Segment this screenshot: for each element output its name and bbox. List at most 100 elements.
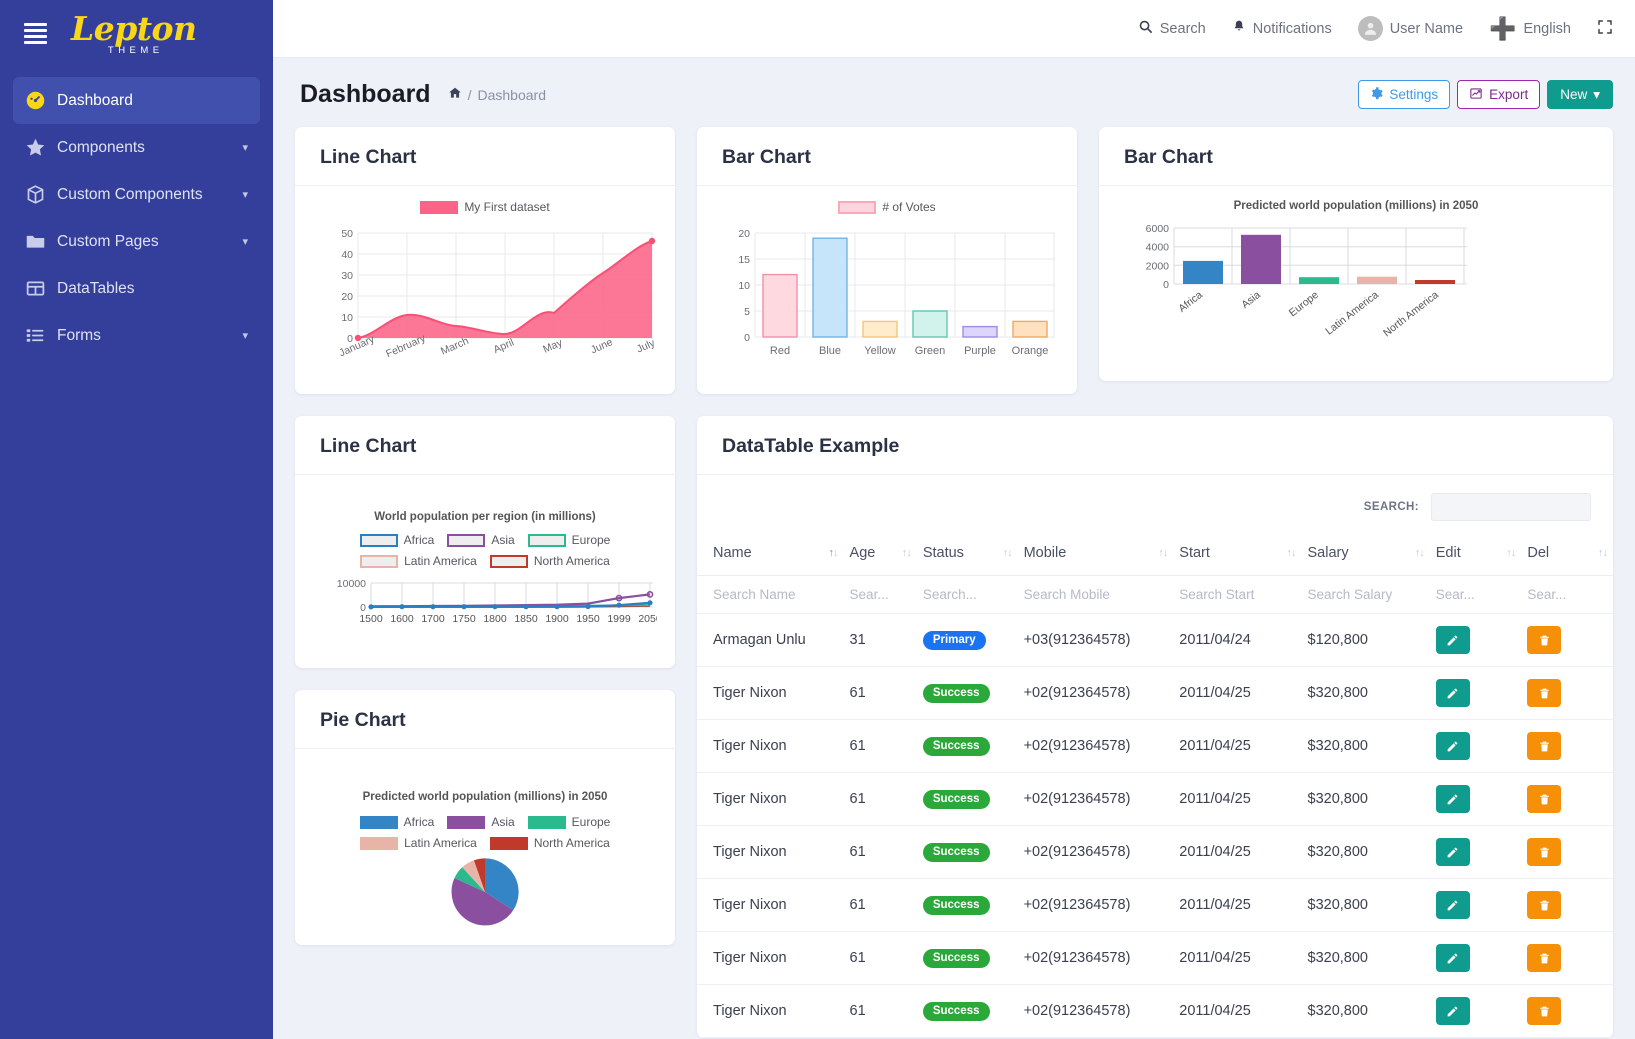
brand-name: Lepton — [71, 8, 197, 48]
sort-icon[interactable]: ↑↓ — [1002, 547, 1013, 559]
legend-item[interactable]: Europe — [527, 815, 611, 829]
filter-mobile[interactable]: Search Mobile — [1017, 575, 1174, 614]
settings-button[interactable]: Settings — [1358, 80, 1451, 109]
sort-icon[interactable]: ↑↓ — [828, 547, 839, 559]
col-header-salary[interactable]: Salary ↑↓ — [1301, 535, 1430, 576]
new-button[interactable]: New ▾ — [1547, 80, 1613, 109]
sort-icon[interactable]: ↑↓ — [1506, 547, 1516, 559]
legend-item[interactable]: Asia — [447, 815, 515, 829]
svg-text:Blue: Blue — [819, 345, 841, 357]
col-header-age[interactable]: Age ↑↓ — [843, 535, 917, 576]
svg-text:1950: 1950 — [576, 613, 600, 625]
legend-item[interactable]: Asia — [447, 533, 515, 547]
area-fill — [358, 241, 652, 338]
sidebar-item-custom-components[interactable]: Custom Components ▾ — [13, 171, 260, 218]
sidebar-item-dashboard[interactable]: Dashboard — [13, 77, 260, 124]
svg-text:0: 0 — [744, 332, 750, 344]
svg-text:Green: Green — [915, 345, 946, 357]
sidebar-header: Lepton THEME — [0, 0, 273, 67]
legend-item[interactable]: North America — [489, 554, 610, 568]
card-body: Predicted world population (millions) in… — [295, 749, 675, 945]
legend-item[interactable]: Africa — [359, 533, 435, 547]
home-icon[interactable] — [448, 86, 462, 103]
hamburger-menu-icon[interactable] — [24, 23, 47, 44]
delete-button[interactable] — [1527, 732, 1562, 760]
legend-item[interactable]: My First dataset — [420, 200, 550, 214]
datatable-search-input[interactable] — [1431, 493, 1591, 521]
card-body: Predicted world population (millions) in… — [1099, 186, 1613, 381]
delete-button[interactable] — [1527, 679, 1562, 707]
delete-button[interactable] — [1527, 785, 1562, 813]
brand-logo[interactable]: Lepton THEME — [71, 12, 197, 56]
topbar-notifications[interactable]: Notifications — [1232, 19, 1332, 38]
legend-item[interactable]: Latin America — [360, 554, 477, 568]
svg-text:0: 0 — [347, 333, 353, 345]
svg-text:15: 15 — [738, 254, 750, 266]
topbar-search[interactable]: Search — [1138, 19, 1206, 38]
delete-button[interactable] — [1527, 626, 1562, 654]
filter-start[interactable]: Search Start — [1173, 575, 1302, 614]
sidebar-item-custom-pages[interactable]: Custom Pages ▾ — [13, 218, 260, 265]
card-body: # of Votes — [697, 186, 1077, 394]
card-title: Pie Chart — [295, 690, 675, 749]
edit-button[interactable] — [1435, 997, 1470, 1025]
legend-item[interactable]: Europe — [527, 533, 610, 547]
delete-button[interactable] — [1527, 891, 1562, 919]
legend-label: Latin America — [404, 554, 477, 568]
filter-edit[interactable]: Sear... — [1429, 575, 1522, 614]
sort-icon[interactable]: ↑↓ — [901, 547, 912, 559]
legend-label: Asia — [491, 815, 515, 829]
col-header-name[interactable]: Name ↑↓ — [697, 535, 844, 576]
edit-button[interactable] — [1435, 944, 1470, 972]
cell-start: 2011/04/25 — [1173, 772, 1302, 826]
sidebar-item-label: Forms — [57, 326, 101, 344]
legend-item[interactable]: Latin America — [360, 836, 477, 850]
edit-button[interactable] — [1435, 626, 1470, 654]
sidebar-item-datatables[interactable]: DataTables — [13, 265, 260, 312]
col-header-edit[interactable]: Edit ↑↓ — [1429, 535, 1522, 576]
pie-slice — [485, 858, 519, 911]
sidebar-item-components[interactable]: Components ▾ — [13, 124, 260, 171]
delete-button[interactable] — [1527, 838, 1562, 866]
cell-age: 61 — [843, 984, 917, 1038]
filter-age[interactable]: Sear... — [843, 575, 917, 614]
sort-icon[interactable]: ↑↓ — [1286, 547, 1297, 559]
col-header-start[interactable]: Start ↑↓ — [1173, 535, 1302, 576]
fullscreen-toggle[interactable] — [1597, 19, 1613, 39]
filter-status[interactable]: Search... — [916, 575, 1018, 614]
legend-label: Africa — [403, 533, 435, 547]
delete-button[interactable] — [1527, 997, 1562, 1025]
legend-item[interactable]: North America — [489, 836, 610, 850]
sort-icon[interactable]: ↑↓ — [1598, 547, 1608, 559]
sidebar-item-forms[interactable]: Forms ▾ — [13, 312, 260, 359]
topbar-language[interactable]: ➕ English — [1489, 17, 1571, 39]
legend-label: Europe — [571, 815, 611, 829]
legend-swatch — [527, 533, 566, 547]
filter-name[interactable]: Search Name — [697, 575, 844, 614]
edit-button[interactable] — [1435, 891, 1470, 919]
pie-slice — [473, 858, 485, 892]
sort-icon[interactable]: ↑↓ — [1158, 547, 1168, 559]
filter-salary[interactable]: Search Salary — [1301, 575, 1430, 614]
edit-button[interactable] — [1435, 785, 1470, 813]
chevron-down-icon: ▾ — [242, 142, 248, 154]
delete-button[interactable] — [1527, 944, 1562, 972]
edit-button[interactable] — [1435, 732, 1470, 760]
topbar-user[interactable]: User Name — [1357, 16, 1463, 41]
edit-button[interactable] — [1435, 679, 1470, 707]
cell-start: 2011/04/25 — [1173, 931, 1302, 985]
col-header-del[interactable]: Del ↑↓ — [1521, 535, 1613, 576]
col-header-status[interactable]: Status ↑↓ — [916, 535, 1018, 576]
sidebar-item-label: Dashboard — [57, 91, 133, 109]
settings-button-label: Settings — [1389, 87, 1439, 102]
sort-icon[interactable]: ↑↓ — [1414, 547, 1425, 559]
filter-del[interactable]: Sear... — [1521, 575, 1613, 614]
export-button[interactable]: Export — [1457, 80, 1541, 109]
legend-item[interactable]: Africa — [359, 815, 434, 829]
pencil-icon — [1447, 794, 1458, 804]
legend-item[interactable]: # of Votes — [838, 200, 936, 214]
svg-text:Orange: Orange — [1012, 345, 1049, 357]
col-header-mobile[interactable]: Mobile ↑↓ — [1017, 535, 1174, 576]
legend-label: North America — [533, 836, 610, 850]
edit-button[interactable] — [1435, 838, 1470, 866]
